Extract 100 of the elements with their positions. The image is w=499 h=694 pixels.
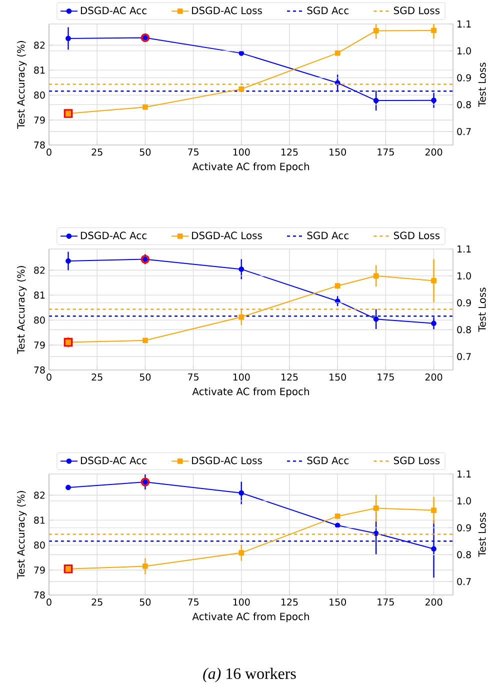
y2-axis-title: Test Loss (478, 288, 486, 332)
point (431, 28, 436, 34)
x-tick-label: 0 (46, 598, 52, 606)
y-tick-label: 80 (34, 316, 45, 324)
point (431, 508, 436, 513)
y-tick-label: 81 (34, 66, 45, 74)
legend-label: SGD Loss (394, 456, 440, 464)
point (142, 564, 148, 569)
y-tick-label: 80 (34, 542, 45, 549)
x-tick-label: 200 (425, 148, 442, 156)
point (238, 86, 244, 92)
y2-tick-label: 1.1 (458, 20, 471, 28)
x-tick-label: 50 (140, 374, 151, 381)
x-tick-label: 200 (425, 374, 442, 381)
legend-label: SGD Loss (394, 6, 440, 14)
y2-tick-label: 0.9 (457, 524, 471, 532)
y2-tick-label: 0.7 (457, 128, 471, 136)
x-tick-label: 75 (188, 148, 198, 156)
x-tick-label: 100 (233, 374, 250, 381)
point (238, 490, 244, 496)
y-tick-label: 78 (34, 141, 45, 149)
point (238, 266, 244, 272)
y2-tick-label: 1.0 (458, 272, 471, 280)
legend-label: SGD Acc (307, 232, 349, 240)
x-tick-label: 175 (378, 374, 394, 381)
point (66, 258, 71, 264)
point (373, 273, 379, 279)
x-tick-label: 125 (281, 598, 298, 606)
text: (a) 16 workers (203, 668, 296, 682)
y-tick-label: 81 (34, 292, 45, 299)
y-axis-title: Test Accuracy (%) (16, 491, 27, 579)
x-tick-label: 50 (140, 148, 151, 156)
y-tick-label: 79 (34, 116, 45, 124)
y-tick-label: 79 (34, 341, 45, 349)
x-tick-label: 25 (92, 598, 102, 606)
y2-tick-label: 0.8 (457, 326, 471, 334)
y2-tick-label: 1.1 (458, 246, 471, 252)
y-tick-label: 78 (34, 366, 45, 374)
point (334, 298, 340, 304)
x-tick-label: 150 (330, 598, 346, 606)
point (431, 320, 436, 326)
legend-label: SGD Acc (307, 456, 349, 464)
point (238, 550, 244, 556)
x-tick-label: 100 (233, 148, 250, 156)
x-tick-label: 125 (281, 374, 298, 381)
y-tick-label: 78 (34, 591, 45, 599)
x-tick-label: 0 (46, 148, 52, 156)
legend-label: DSGD-AC Acc (80, 456, 146, 464)
x-tick-label: 175 (378, 598, 394, 606)
x-tick-label: 150 (330, 374, 346, 381)
x-tick-label: 25 (92, 148, 102, 156)
x-axis-title: Activate AC from Epoch (192, 612, 309, 622)
y-axis-title: Test Accuracy (%) (16, 41, 27, 129)
y2-tick-label: 0.8 (457, 551, 471, 558)
y2-axis-title: Test Loss (478, 62, 486, 107)
legend-label: DSGD-AC Acc (80, 232, 146, 240)
x-tick-label: 25 (92, 374, 102, 381)
y-tick-label: 80 (34, 92, 45, 99)
x-tick-label: 50 (140, 598, 151, 606)
point (334, 283, 340, 289)
y2-tick-label: 0.9 (457, 299, 471, 306)
y-tick-label: 81 (34, 516, 45, 524)
point (373, 316, 379, 322)
point (334, 522, 340, 528)
legend-label: DSGD-AC Loss (192, 456, 262, 464)
x-tick-label: 150 (330, 148, 346, 156)
y2-tick-label: 1.1 (458, 470, 471, 478)
x-axis-title: Activate AC from Epoch (192, 388, 309, 398)
y-axis-title: Test Accuracy (%) (16, 266, 27, 354)
point (66, 36, 71, 42)
legend-label: DSGD-AC Acc (80, 6, 146, 14)
x-tick-label: 0 (46, 374, 52, 381)
legend-label: DSGD-AC Loss (192, 232, 262, 240)
y2-tick-label: 1.0 (458, 497, 471, 504)
x-tick-label: 75 (188, 374, 198, 381)
y-tick-label: 82 (34, 492, 45, 499)
point (431, 278, 436, 284)
legend-label: SGD Loss (394, 232, 440, 240)
x-axis-title: Activate AC from Epoch (192, 162, 309, 172)
point (373, 98, 379, 104)
x-tick-label: 175 (378, 148, 394, 156)
y2-tick-label: 0.8 (457, 101, 471, 108)
point (431, 546, 436, 552)
x-tick-label: 75 (188, 598, 198, 606)
legend-label: SGD Acc (307, 6, 349, 14)
y-tick-label: 82 (34, 266, 45, 274)
x-tick-label: 100 (233, 598, 250, 606)
y2-tick-label: 1.0 (458, 47, 471, 54)
y2-tick-label: 0.7 (457, 352, 471, 360)
y2-tick-label: 0.7 (457, 578, 471, 586)
x-tick-label: 125 (281, 148, 298, 156)
point (431, 98, 436, 104)
y2-tick-label: 0.9 (457, 74, 471, 82)
y-tick-label: 82 (34, 42, 45, 49)
y2-axis-title: Test Loss (478, 512, 486, 557)
x-tick-label: 200 (425, 598, 442, 606)
y-tick-label: 79 (34, 566, 45, 574)
point (373, 28, 379, 34)
legend-label: DSGD-AC Loss (192, 6, 262, 14)
point (373, 505, 379, 511)
